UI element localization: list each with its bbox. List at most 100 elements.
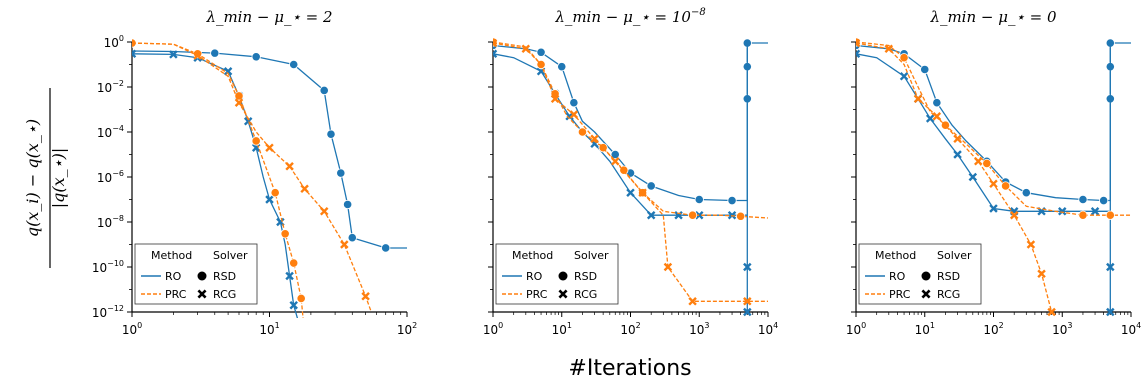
x-tick-label: 102 — [397, 321, 417, 337]
data-point-cross — [638, 188, 647, 197]
legend-method-ro: RO — [889, 270, 906, 283]
data-point-cross — [340, 240, 349, 249]
data-point-circle — [270, 188, 280, 198]
data-point-circle — [289, 258, 299, 268]
data-point-circle — [557, 62, 567, 72]
series-group — [856, 37, 1131, 317]
data-point-circle — [932, 98, 942, 108]
data-point-cross — [856, 38, 861, 48]
data-point-cross — [913, 94, 923, 104]
x-tick-label: 103 — [689, 321, 709, 337]
data-point-cross — [550, 94, 560, 104]
legend-solver-rcg: RCG — [213, 288, 236, 301]
y-tick-label: 10−4 — [97, 124, 124, 140]
x-tick-label: 100 — [846, 321, 866, 337]
series-line-ro-rsd — [132, 50, 407, 249]
data-point-cross — [493, 38, 498, 48]
data-point-cross — [899, 72, 909, 81]
data-point-circle — [280, 229, 290, 239]
legend-solver-header: Solver — [937, 249, 972, 262]
series-group — [493, 37, 769, 317]
legend-marker-rcg — [921, 289, 931, 299]
legend: Method Solver RO RSD PRC RCG — [134, 243, 258, 305]
series-group — [132, 38, 407, 318]
x-tick-label: 104 — [1121, 321, 1141, 337]
legend-solver-rcg: RCG — [574, 288, 597, 301]
data-point-circle — [251, 52, 261, 62]
data-point-cross — [1106, 262, 1115, 272]
data-point-circle — [1021, 188, 1031, 198]
legend-method-header: Method — [875, 249, 916, 262]
data-point-cross — [234, 98, 244, 107]
legend: Method Solver RO RSD PRC RCG — [858, 243, 982, 305]
data-point-circle — [694, 194, 704, 205]
data-point-circle — [343, 199, 353, 210]
data-point-cross — [493, 49, 498, 59]
data-point-circle — [577, 127, 588, 137]
data-point-cross — [663, 262, 673, 272]
legend-solver-header: Solver — [574, 249, 609, 262]
data-point-cross — [743, 307, 752, 317]
data-point-circle — [536, 47, 546, 57]
x-tick-label: 101 — [552, 321, 572, 337]
legend-method-ro: RO — [165, 270, 182, 283]
data-point-cross — [743, 262, 752, 272]
data-point-cross — [674, 210, 683, 220]
data-point-cross — [626, 188, 635, 197]
data-point-cross — [688, 297, 697, 306]
y-tick-label: 100 — [104, 34, 124, 50]
data-point-cross — [265, 195, 274, 204]
chart-panel-2: 100 101 102 103 104 λ_min − μ_⋆ = 10−8 Method S… — [483, 7, 778, 337]
data-point-circle — [687, 210, 698, 220]
y-tick-label: 10−2 — [97, 79, 124, 95]
data-point-circle — [1078, 210, 1088, 220]
data-point-cross — [285, 271, 294, 281]
legend-box — [134, 243, 258, 305]
panel-title: λ_min − μ_⋆ = 2 — [205, 8, 332, 26]
series-line-prc-rcg — [856, 42, 1053, 313]
data-point-cross — [590, 134, 599, 144]
x-tick-label: 101 — [915, 321, 935, 337]
data-point-circle — [336, 168, 346, 178]
data-point-cross — [1106, 307, 1115, 317]
panel-title: λ_min − μ_⋆ = 10−8 — [554, 7, 705, 26]
legend-method-header: Method — [512, 249, 553, 262]
x-tick-label: 101 — [259, 321, 279, 337]
data-point-circle — [727, 195, 737, 206]
panel-title: λ_min − μ_⋆ = 0 — [929, 8, 1057, 26]
data-point-circle — [899, 53, 909, 63]
legend-solver-rcg: RCG — [937, 288, 960, 301]
data-point-circle — [610, 149, 620, 160]
data-point-cross — [300, 184, 309, 194]
legend-solver-rsd: RSD — [574, 270, 597, 283]
data-point-cross — [856, 49, 861, 59]
legend: Method Solver RO RSD PRC RCG — [495, 243, 619, 305]
data-point-circle — [319, 85, 329, 96]
x-tick-label: 102 — [620, 321, 640, 337]
data-point-cross — [989, 179, 998, 189]
y-axis-label: q(x_i) − q(x_⋆) |q(x_⋆)| — [23, 88, 68, 268]
data-point-cross — [1047, 307, 1056, 317]
data-point-cross — [1090, 207, 1100, 216]
data-point-cross — [243, 117, 253, 126]
legend-marker-rcg — [197, 289, 207, 299]
legend-marker-rcg — [558, 289, 568, 299]
y-label-numerator: q(x_i) − q(x_⋆) — [23, 119, 42, 237]
data-point-circle — [1099, 195, 1109, 206]
data-point-cross — [361, 292, 370, 301]
x-tick-label: 103 — [1052, 321, 1072, 337]
legend-method-header: Method — [151, 249, 192, 262]
data-point-circle — [920, 64, 930, 75]
data-point-cross — [132, 49, 137, 59]
data-point-circle — [982, 158, 992, 169]
data-point-circle — [736, 211, 746, 221]
data-point-cross — [1058, 207, 1067, 216]
data-point-circle — [1105, 210, 1115, 220]
data-point-cross — [169, 50, 178, 59]
y-tick-label: 10−10 — [92, 259, 124, 275]
data-point-cross — [289, 300, 298, 310]
legend-solver-rsd: RSD — [937, 270, 960, 283]
